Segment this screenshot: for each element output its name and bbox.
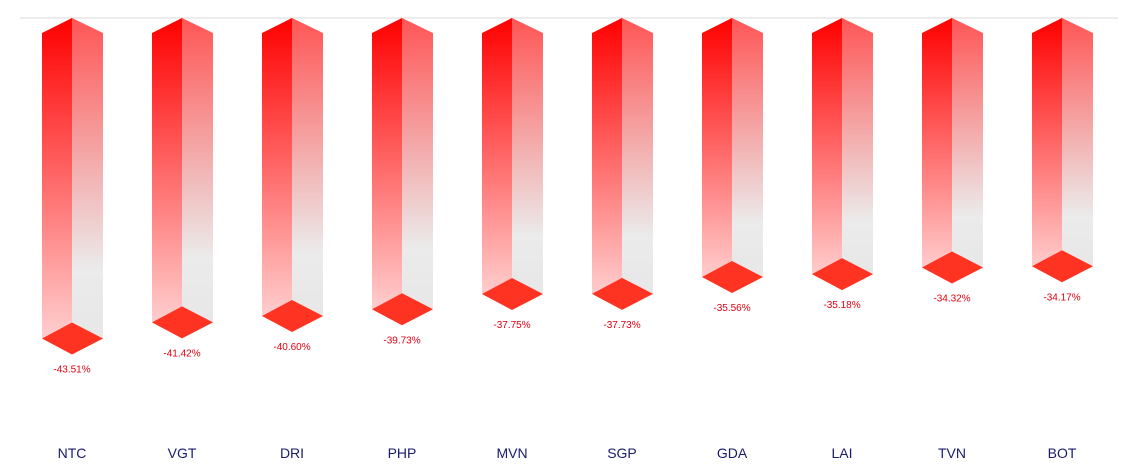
bar-side-face bbox=[182, 18, 213, 339]
bar-side-face bbox=[72, 18, 103, 355]
bar-end-cap bbox=[702, 261, 763, 294]
category-label: VGT bbox=[168, 445, 197, 461]
bar-tvn bbox=[922, 18, 983, 284]
value-label: -35.18% bbox=[823, 300, 860, 311]
bar-php bbox=[372, 18, 433, 326]
value-label: -34.17% bbox=[1043, 292, 1080, 303]
bar-front-face bbox=[812, 18, 842, 291]
bar-end-cap bbox=[42, 322, 103, 355]
category-label: BOT bbox=[1048, 445, 1077, 461]
value-label: -43.51% bbox=[53, 365, 90, 376]
bar-front-face bbox=[592, 18, 622, 310]
value-label: -41.42% bbox=[163, 348, 200, 359]
bar-front-face bbox=[372, 18, 402, 326]
bar-vgt bbox=[152, 18, 213, 339]
category-label: GDA bbox=[717, 445, 748, 461]
bar-side-face bbox=[952, 18, 983, 284]
bar-front-face bbox=[42, 18, 72, 355]
bar-front-face bbox=[482, 18, 512, 310]
bar-end-cap bbox=[262, 300, 323, 333]
category-label: SGP bbox=[607, 445, 637, 461]
labels-layer: -43.51% NTC -41.42% VGT -40.60% DRI -39.73% PHP… bbox=[53, 292, 1080, 461]
bar-end-cap bbox=[922, 251, 983, 284]
bar-gda bbox=[702, 18, 763, 294]
bar-mvn bbox=[482, 18, 543, 310]
value-label: -34.32% bbox=[933, 293, 970, 304]
category-label: LAI bbox=[831, 445, 852, 461]
value-label: -37.75% bbox=[493, 320, 530, 331]
bar-lai bbox=[812, 18, 873, 291]
bar-side-face bbox=[402, 18, 433, 326]
value-label: -39.73% bbox=[383, 335, 420, 346]
bar-sgp bbox=[592, 18, 653, 310]
bar-end-cap bbox=[592, 277, 653, 310]
bar-front-face bbox=[702, 18, 732, 294]
bar-side-face bbox=[292, 18, 323, 333]
category-label: NTC bbox=[58, 445, 87, 461]
bars-layer bbox=[42, 18, 1093, 355]
category-label: MVN bbox=[496, 445, 527, 461]
bar-dri bbox=[262, 18, 323, 333]
value-label: -35.56% bbox=[713, 303, 750, 314]
bar-front-face bbox=[152, 18, 182, 339]
category-label: TVN bbox=[938, 445, 966, 461]
bar-end-cap bbox=[482, 277, 543, 310]
bar-front-face bbox=[262, 18, 292, 333]
bar-side-face bbox=[622, 18, 653, 310]
bar-front-face bbox=[922, 18, 952, 284]
bar-side-face bbox=[1062, 18, 1093, 283]
bar-side-face bbox=[512, 18, 543, 310]
bar-end-cap bbox=[372, 293, 433, 326]
bar-end-cap bbox=[812, 258, 873, 291]
bar-bot bbox=[1032, 18, 1093, 283]
bar-end-cap bbox=[152, 306, 213, 339]
value-label: -37.73% bbox=[603, 320, 640, 331]
category-label: PHP bbox=[388, 445, 417, 461]
bar-front-face bbox=[1032, 18, 1062, 283]
category-label: DRI bbox=[280, 445, 304, 461]
bar-side-face bbox=[842, 18, 873, 291]
bar-ntc bbox=[42, 18, 103, 355]
bar-end-cap bbox=[1032, 250, 1093, 283]
value-label: -40.60% bbox=[273, 342, 310, 353]
bar-side-face bbox=[732, 18, 763, 294]
